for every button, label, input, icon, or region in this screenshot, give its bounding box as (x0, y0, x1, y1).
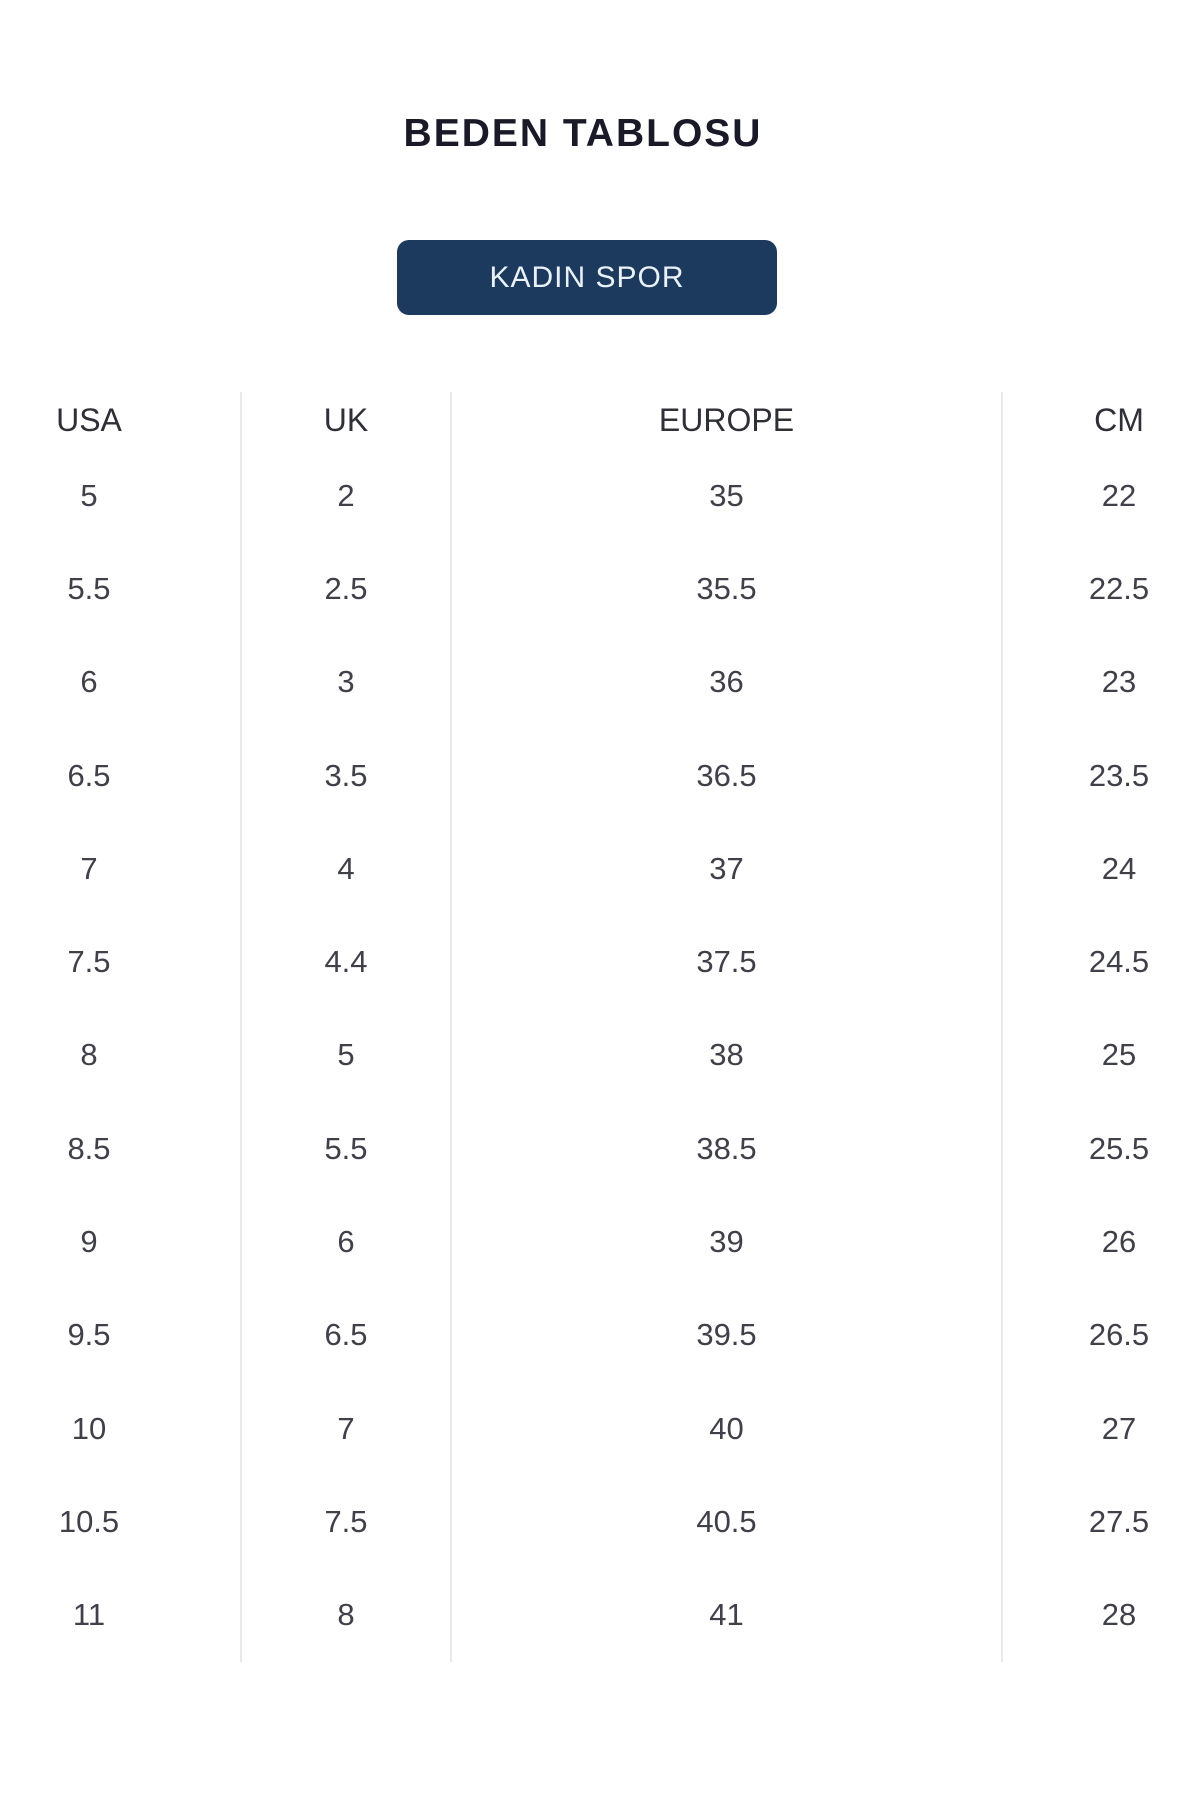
table-cell-uk: 2 (240, 449, 450, 543)
column-header-uk: UK (240, 392, 450, 449)
table-row: 10.5 7.5 40.5 27.5 (0, 1475, 1200, 1569)
column-header-cm: CM (1001, 392, 1200, 449)
table-cell-cm: 24 (1001, 822, 1200, 916)
table-row: 6 3 36 23 (0, 635, 1200, 729)
table-cell-uk: 7 (240, 1381, 450, 1476)
table-cell-europe: 35 (450, 449, 1001, 543)
table-row: 7 4 37 24 (0, 822, 1200, 916)
size-conversion-table: USA UK EUROPE CM 5 2 35 22 5.5 2.5 35.5 … (0, 392, 1200, 1662)
table-cell-uk: 7.5 (240, 1475, 450, 1569)
table-row: 9 6 39 26 (0, 1195, 1200, 1289)
table-cell-europe: 39 (450, 1195, 1001, 1289)
table-row: 9.5 6.5 39.5 26.5 (0, 1288, 1200, 1382)
table-row: 6.5 3.5 36.5 23.5 (0, 728, 1200, 823)
table-cell-cm: 26 (1001, 1195, 1200, 1289)
table-cell-usa: 7 (80, 850, 98, 886)
table-cell-europe: 35.5 (450, 542, 1001, 636)
table-cell-usa: 11 (72, 1597, 106, 1633)
table-cell-usa: 8 (80, 1037, 98, 1073)
table-row: 11 8 41 28 (0, 1568, 1200, 1662)
table-cell-cm: 23 (1001, 635, 1200, 729)
column-header-usa: USA (56, 402, 122, 438)
table-row: 10 7 40 27 (0, 1381, 1200, 1476)
column-header-europe: EUROPE (450, 392, 1001, 449)
table-cell-uk: 5 (240, 1008, 450, 1103)
table-cell-europe: 40 (450, 1381, 1001, 1476)
table-cell-uk: 6.5 (240, 1288, 450, 1382)
table-cell-uk: 4.4 (240, 915, 450, 1009)
table-cell-cm: 22.5 (1001, 542, 1200, 636)
table-cell-cm: 25.5 (1001, 1102, 1200, 1196)
table-cell-cm: 26.5 (1001, 1288, 1200, 1382)
table-row: 7.5 4.4 37.5 24.5 (0, 915, 1200, 1009)
table-cell-europe: 37.5 (450, 915, 1001, 1009)
table-body: 5 2 35 22 5.5 2.5 35.5 22.5 6 3 36 23 6.… (0, 449, 1200, 1662)
table-cell-usa: 8.5 (67, 1130, 111, 1166)
table-cell-usa: 5 (80, 477, 98, 513)
table-cell-cm: 23.5 (1001, 728, 1200, 823)
table-cell-usa: 7.5 (67, 944, 111, 980)
table-row: 5 2 35 22 (0, 449, 1200, 543)
table-cell-cm: 24.5 (1001, 915, 1200, 1009)
table-cell-usa: 10.5 (58, 1503, 120, 1539)
table-cell-europe: 36.5 (450, 728, 1001, 823)
table-row: 5.5 2.5 35.5 22.5 (0, 542, 1200, 636)
table-cell-europe: 38 (450, 1008, 1001, 1103)
table-cell-europe: 37 (450, 822, 1001, 916)
table-row: 8.5 5.5 38.5 25.5 (0, 1102, 1200, 1196)
table-row: 8 5 38 25 (0, 1008, 1200, 1103)
table-cell-cm: 27.5 (1001, 1475, 1200, 1569)
table-cell-europe: 39.5 (450, 1288, 1001, 1382)
table-cell-europe: 38.5 (450, 1102, 1001, 1196)
category-tab-kadin-spor[interactable]: KADIN SPOR (397, 240, 777, 315)
table-cell-europe: 36 (450, 635, 1001, 729)
page-title: BEDEN TABLOSU (403, 112, 763, 155)
table-cell-cm: 27 (1001, 1381, 1200, 1476)
table-cell-cm: 28 (1001, 1568, 1200, 1662)
table-cell-usa: 5.5 (67, 570, 111, 606)
table-cell-uk: 8 (240, 1568, 450, 1662)
table-cell-europe: 41 (450, 1568, 1001, 1662)
table-cell-uk: 5.5 (240, 1102, 450, 1196)
table-cell-usa: 6 (80, 664, 98, 700)
table-cell-uk: 3 (240, 635, 450, 729)
table-header-row: USA UK EUROPE CM (0, 392, 1200, 449)
table-cell-europe: 40.5 (450, 1475, 1001, 1569)
table-cell-usa: 9 (80, 1224, 98, 1260)
table-cell-uk: 2.5 (240, 542, 450, 636)
table-cell-usa: 10 (71, 1410, 107, 1446)
table-cell-uk: 4 (240, 822, 450, 916)
table-cell-uk: 3.5 (240, 728, 450, 823)
table-cell-usa: 9.5 (67, 1317, 111, 1353)
table-cell-cm: 22 (1001, 449, 1200, 543)
table-cell-usa: 6.5 (67, 757, 111, 793)
table-cell-cm: 25 (1001, 1008, 1200, 1103)
table-cell-uk: 6 (240, 1195, 450, 1289)
